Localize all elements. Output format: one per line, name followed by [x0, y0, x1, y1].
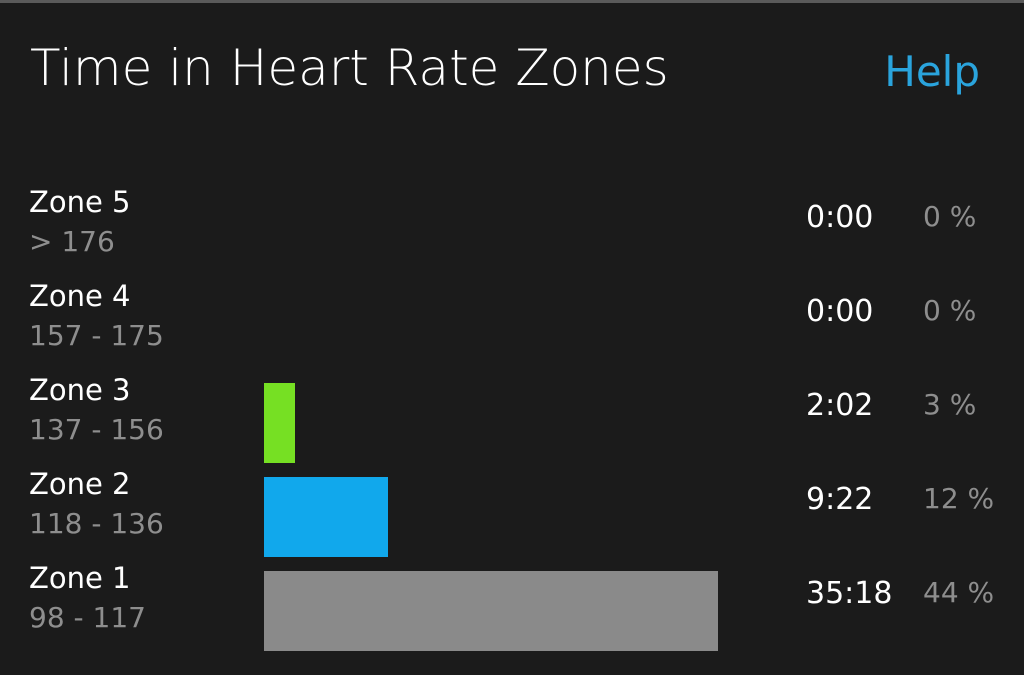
- zone-percent: 0 %: [923, 200, 977, 233]
- zone-time: 9:22: [806, 482, 874, 517]
- zone-bar: [264, 383, 295, 463]
- zone-row-4: Zone 4 157 - 175 0:00 0 %: [0, 277, 1024, 371]
- zone-range: 98 - 117: [29, 601, 146, 634]
- zone-time: 0:00: [806, 200, 874, 235]
- zone-row-2: Zone 2 118 - 136 9:22 12 %: [0, 465, 1024, 559]
- zone-time: 0:00: [806, 294, 874, 329]
- page-title: Time in Heart Rate Zones: [30, 39, 669, 97]
- zone-percent: 0 %: [923, 294, 977, 327]
- zone-time: 35:18: [806, 576, 893, 611]
- zone-bar: [264, 571, 718, 651]
- zone-percent: 12 %: [923, 482, 995, 515]
- zone-name: Zone 2: [29, 467, 131, 501]
- zone-percent: 44 %: [923, 576, 995, 609]
- zone-row-1: Zone 1 98 - 117 35:18 44 %: [0, 559, 1024, 653]
- zone-name: Zone 4: [29, 279, 131, 313]
- zone-row-5: Zone 5 > 176 0:00 0 %: [0, 183, 1024, 277]
- help-link[interactable]: Help: [884, 47, 980, 96]
- zone-name: Zone 5: [29, 185, 131, 219]
- zone-range: 137 - 156: [29, 413, 164, 446]
- zone-row-3: Zone 3 137 - 156 2:02 3 %: [0, 371, 1024, 465]
- zone-range: > 176: [29, 225, 115, 258]
- zone-range: 118 - 136: [29, 507, 164, 540]
- zone-range: 157 - 175: [29, 319, 164, 352]
- zone-percent: 3 %: [923, 388, 977, 421]
- zone-name: Zone 1: [29, 561, 131, 595]
- zone-name: Zone 3: [29, 373, 131, 407]
- zone-time: 2:02: [806, 388, 874, 423]
- zone-bar: [264, 477, 388, 557]
